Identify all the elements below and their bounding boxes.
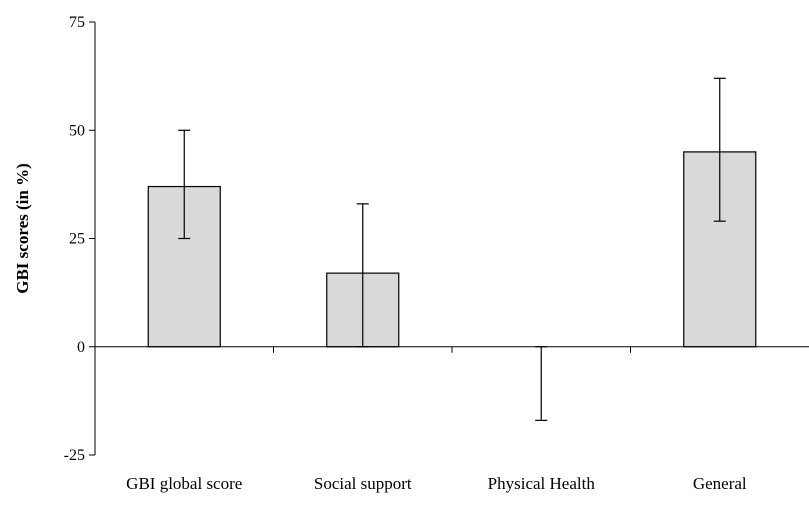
y-tick-label-3: 50 <box>69 122 85 139</box>
error-bar-0 <box>178 129 191 240</box>
y-tick-label-4: 75 <box>69 14 85 31</box>
y-tick-label-2: 25 <box>69 231 85 248</box>
y-tick-label-0: -25 <box>64 447 85 464</box>
category-label-2: Physical Health <box>488 474 596 493</box>
y-axis-title: GBI scores (in %) <box>13 163 32 294</box>
category-label-3: General <box>693 474 747 493</box>
error-bar-2 <box>535 346 548 421</box>
y-tick-label-1: 0 <box>77 339 85 356</box>
axes-layer <box>89 21 809 456</box>
category-label-1: Social support <box>314 474 412 493</box>
error-bars-layer <box>178 77 726 421</box>
category-label-0: GBI global score <box>126 474 242 493</box>
labels-layer: -25 0 25 50 75 GBI global score Social support… <box>64 14 747 493</box>
error-bar-3 <box>713 77 726 222</box>
bars-layer <box>147 151 757 348</box>
